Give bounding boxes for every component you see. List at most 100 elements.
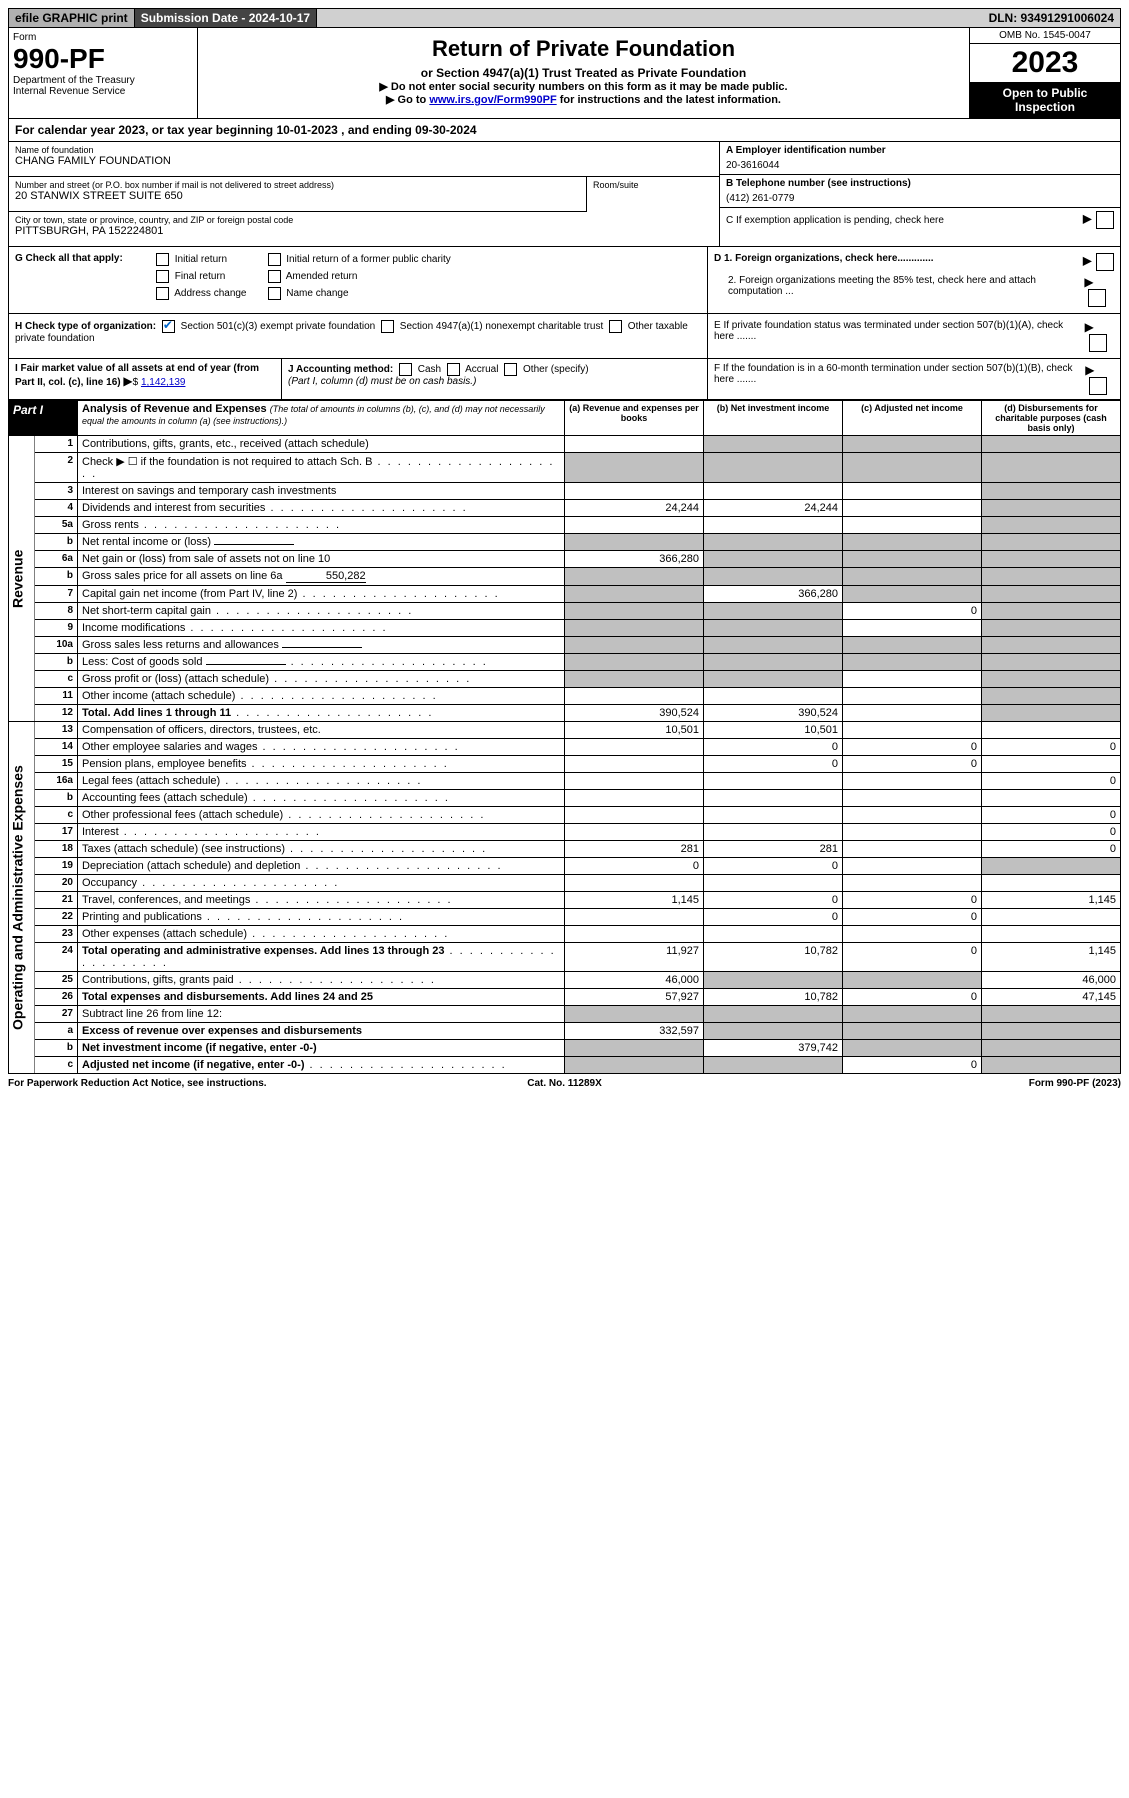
line-number: 4 xyxy=(35,500,78,517)
amount-cell xyxy=(843,517,982,534)
j-label: J Accounting method: xyxy=(288,364,393,375)
form-link[interactable]: www.irs.gov/Form990PF xyxy=(429,94,556,106)
g-checkbox[interactable] xyxy=(268,253,281,266)
line-desc: Other employee salaries and wages xyxy=(78,739,565,756)
line-desc: Adjusted net income (if negative, enter … xyxy=(78,1057,565,1074)
amount-cell xyxy=(565,807,704,824)
top-bar: efile GRAPHIC print Submission Date - 20… xyxy=(8,8,1121,28)
amount-cell xyxy=(843,453,982,483)
amount-cell xyxy=(982,1006,1121,1023)
inspection-label: Open to Public Inspection xyxy=(970,82,1120,118)
amount-cell: 0 xyxy=(843,739,982,756)
amount-cell: 0 xyxy=(843,989,982,1006)
line-number: 13 xyxy=(35,722,78,739)
amount-cell xyxy=(843,858,982,875)
amount-cell: 0 xyxy=(843,756,982,773)
amount-cell xyxy=(982,790,1121,807)
instr-1: ▶ Do not enter social security numbers o… xyxy=(202,80,965,93)
amount-cell xyxy=(565,926,704,943)
line-desc: Contributions, gifts, grants paid xyxy=(78,972,565,989)
amount-cell: 0 xyxy=(982,841,1121,858)
line-number: 27 xyxy=(35,1006,78,1023)
amount-cell: 0 xyxy=(843,909,982,926)
amount-cell xyxy=(704,807,843,824)
h-checkbox[interactable] xyxy=(381,320,394,333)
h-checkbox[interactable] xyxy=(609,320,622,333)
amount-cell: 390,524 xyxy=(565,705,704,722)
amount-cell: 24,244 xyxy=(704,500,843,517)
line-number: 23 xyxy=(35,926,78,943)
city-label: City or town, state or province, country… xyxy=(15,215,713,225)
i-value[interactable]: 1,142,139 xyxy=(141,377,186,388)
form-title: Return of Private Foundation xyxy=(202,36,965,62)
j-checkbox[interactable] xyxy=(399,363,412,376)
line-desc: Capital gain net income (from Part IV, l… xyxy=(78,586,565,603)
amount-cell xyxy=(704,773,843,790)
amount-cell: 0 xyxy=(704,909,843,926)
line-desc: Income modifications xyxy=(78,620,565,637)
line-number: b xyxy=(35,790,78,807)
line-number: 24 xyxy=(35,943,78,972)
d2-checkbox[interactable] xyxy=(1088,289,1106,307)
d1-checkbox[interactable] xyxy=(1096,253,1114,271)
c-checkbox[interactable] xyxy=(1096,211,1114,229)
amount-cell xyxy=(704,688,843,705)
g-checkbox[interactable] xyxy=(268,270,281,283)
line-number: 17 xyxy=(35,824,78,841)
amount-cell xyxy=(704,824,843,841)
line-desc: Other expenses (attach schedule) xyxy=(78,926,565,943)
amount-cell xyxy=(982,858,1121,875)
line-desc: Compensation of officers, directors, tru… xyxy=(78,722,565,739)
amount-cell: 0 xyxy=(843,603,982,620)
amount-cell xyxy=(843,807,982,824)
j-checkbox[interactable] xyxy=(447,363,460,376)
d1-label: D 1. Foreign organizations, check here..… xyxy=(714,253,934,271)
amount-cell xyxy=(565,875,704,892)
revenue-section-label: Revenue xyxy=(9,436,35,722)
g-checkbox[interactable] xyxy=(156,287,169,300)
amount-cell xyxy=(565,909,704,926)
amount-cell: 0 xyxy=(704,858,843,875)
part1-label: Part I xyxy=(9,401,78,436)
amount-cell xyxy=(843,773,982,790)
amount-cell xyxy=(565,688,704,705)
g-checkbox[interactable] xyxy=(268,287,281,300)
amount-cell xyxy=(704,620,843,637)
f-checkbox[interactable] xyxy=(1089,377,1107,395)
e-checkbox[interactable] xyxy=(1089,334,1107,352)
amount-cell xyxy=(982,756,1121,773)
amount-cell xyxy=(982,586,1121,603)
irs: Internal Revenue Service xyxy=(13,86,193,97)
amount-cell xyxy=(565,1040,704,1057)
footer-right: Form 990-PF (2023) xyxy=(750,1078,1121,1089)
line-desc: Taxes (attach schedule) (see instruction… xyxy=(78,841,565,858)
city-state-zip: PITTSBURGH, PA 152224801 xyxy=(15,225,713,237)
amount-cell xyxy=(982,688,1121,705)
line-desc: Legal fees (attach schedule) xyxy=(78,773,565,790)
g-checkbox[interactable] xyxy=(156,270,169,283)
amount-cell xyxy=(982,654,1121,671)
amount-cell: 11,927 xyxy=(565,943,704,972)
amount-cell xyxy=(843,500,982,517)
amount-cell xyxy=(982,671,1121,688)
f-label: F If the foundation is in a 60-month ter… xyxy=(714,363,1085,395)
amount-cell xyxy=(704,534,843,551)
room-label: Room/suite xyxy=(593,180,713,190)
line-number: a xyxy=(35,1023,78,1040)
ein-label: A Employer identification number xyxy=(726,145,886,156)
efile-label[interactable]: efile GRAPHIC print xyxy=(9,9,135,27)
amount-cell: 0 xyxy=(843,892,982,909)
j-checkbox[interactable] xyxy=(504,363,517,376)
omb-number: OMB No. 1545-0047 xyxy=(970,28,1120,44)
amount-cell: 379,742 xyxy=(704,1040,843,1057)
amount-cell xyxy=(982,705,1121,722)
h-checkbox[interactable] xyxy=(162,320,175,333)
line-number: 15 xyxy=(35,756,78,773)
amount-cell: 0 xyxy=(982,739,1121,756)
checkboxes-g: G Check all that apply: Initial return I… xyxy=(8,247,1121,314)
amount-cell xyxy=(982,637,1121,654)
amount-cell xyxy=(982,1040,1121,1057)
amount-cell xyxy=(982,436,1121,453)
g-checkbox[interactable] xyxy=(156,253,169,266)
amount-cell xyxy=(843,688,982,705)
